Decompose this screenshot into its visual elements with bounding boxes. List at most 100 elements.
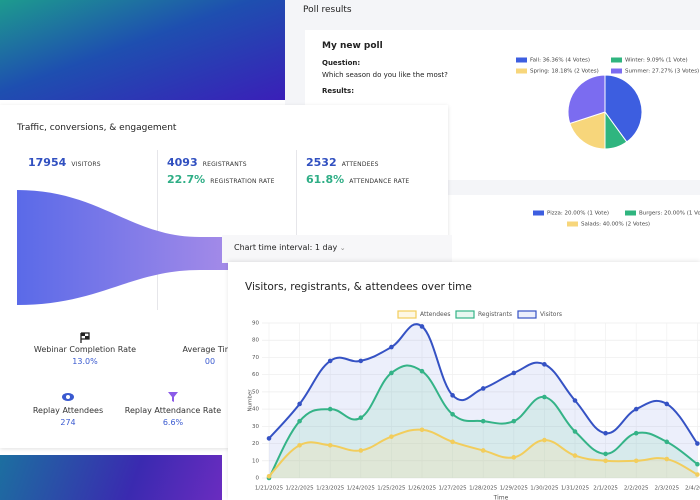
- legend-swatch: [516, 57, 527, 63]
- x-tick-label: 1/28/2025: [469, 486, 498, 492]
- question: Which season do you like the most?: [322, 71, 448, 79]
- x-tick-label: 1/24/2025: [347, 486, 376, 492]
- data-point: [542, 394, 547, 400]
- interval-bar: Chart time interval: 1 day ⌄: [222, 235, 452, 263]
- data-point: [327, 358, 333, 364]
- background-gradient: [0, 0, 285, 100]
- x-tick-label: 2/4/2025: [685, 486, 700, 492]
- legend-label: Fall: 36.36% (4 Votes): [530, 58, 590, 64]
- data-point: [450, 439, 455, 445]
- y-tick-label: 70: [252, 355, 259, 361]
- x-tick-label: 1/29/2025: [500, 486, 529, 492]
- data-point: [511, 370, 517, 376]
- series-area: [269, 324, 698, 478]
- series-area: [269, 429, 698, 478]
- divider: [157, 150, 158, 310]
- stat-label: ATTENDEES: [341, 161, 379, 168]
- metric-label: Replay Attendees: [32, 406, 104, 415]
- data-point: [419, 368, 425, 374]
- legend-label: Salads: 40.00% (2 Votes): [581, 222, 650, 228]
- x-tick-label: 1/31/2025: [561, 486, 590, 492]
- data-point: [603, 451, 608, 457]
- legend-swatch: [625, 210, 636, 216]
- y-tick-label: 30: [252, 424, 259, 430]
- legend-label: Registrants: [478, 311, 512, 318]
- legend-label: Visitors: [540, 311, 562, 318]
- flag-icon: [80, 332, 90, 343]
- x-tick-label: 2/1/2025: [593, 486, 618, 492]
- data-point: [266, 473, 272, 479]
- rate-label: ATTENDANCE RATE: [349, 178, 410, 185]
- stat-value: 17954: [28, 156, 67, 169]
- question-label: Question:: [322, 59, 361, 67]
- x-tick-label: 1/30/2025: [530, 486, 559, 492]
- data-point: [695, 441, 700, 446]
- data-point: [358, 448, 364, 453]
- metric-value: 00: [204, 357, 216, 366]
- legend-label: Winter: 9.09% (1 Vote): [625, 58, 688, 64]
- data-point: [297, 418, 302, 424]
- x-tick-label: 1/23/2025: [316, 486, 345, 492]
- legend-label: Attendees: [420, 311, 451, 318]
- stat-value: 4093: [167, 156, 198, 169]
- panel-title: Traffic, conversions, & engagement: [17, 123, 177, 133]
- legend-label: Burgers: 20.00% (1 Vote): [639, 211, 700, 217]
- data-point: [572, 453, 578, 458]
- results-label: Results:: [322, 87, 354, 95]
- stat: 17954 VISITORS: [28, 151, 101, 170]
- legend-swatch: [567, 221, 578, 227]
- data-point: [633, 406, 639, 412]
- chart-panel: Visitors, registrants, & attendees over …: [228, 262, 700, 500]
- legend-swatch: [533, 210, 544, 216]
- metric-label: Webinar Completion Rate: [33, 345, 137, 354]
- poll-title: My new poll: [322, 41, 383, 51]
- rate: 22.7% REGISTRATION RATE: [167, 168, 275, 187]
- panel-title: Poll results: [303, 5, 352, 15]
- legend-label: Summer: 27.27% (3 Votes): [625, 69, 699, 75]
- metric-value: 6.6%: [162, 418, 184, 427]
- rate-value: 61.8%: [306, 173, 345, 186]
- data-point: [572, 398, 578, 403]
- data-point: [603, 458, 608, 464]
- stat: 2532 ATTENDEES: [306, 151, 379, 170]
- legend-swatch: [611, 68, 622, 74]
- data-point: [450, 393, 455, 398]
- data-point: [695, 472, 700, 477]
- stat-label: REGISTRANTS: [202, 161, 247, 168]
- x-axis-title: Time: [493, 495, 509, 500]
- data-point: [664, 456, 670, 462]
- data-point: [542, 362, 547, 367]
- data-point: [450, 411, 455, 417]
- data-point: [389, 344, 394, 350]
- interval-select[interactable]: Chart time interval: 1 day ⌄: [234, 243, 346, 252]
- chevron: ⌄: [339, 244, 346, 252]
- x-tick-label: 2/3/2025: [654, 486, 679, 492]
- poll-chart: Fall: 36.36% (4 Votes) Winter: 9.09% (1 V…: [516, 57, 699, 150]
- data-point: [572, 429, 578, 434]
- y-axis-title: Number: [248, 389, 254, 412]
- x-tick-label: 1/21/2025: [255, 486, 284, 492]
- x-tick-label: 1/27/2025: [438, 486, 467, 492]
- legend-label: Spring: 18.18% (2 Votes): [530, 69, 599, 75]
- poll-legend: Pizza: 20.00% (1 Vote) Burgers: 20.00% (1…: [533, 210, 700, 228]
- metric-label: Replay Attendance Rate: [124, 406, 222, 415]
- data-point: [297, 442, 302, 448]
- legend-label: Pizza: 20.00% (1 Vote): [547, 211, 609, 217]
- stat-label: VISITORS: [71, 161, 101, 168]
- rate-label: REGISTRATION RATE: [210, 178, 275, 185]
- y-tick-label: 90: [252, 321, 259, 327]
- legend-swatch: [611, 57, 622, 63]
- y-tick-label: 20: [252, 441, 259, 447]
- legend-swatch: [397, 310, 417, 319]
- legend-swatch: [516, 68, 527, 74]
- data-point: [480, 448, 486, 453]
- data-point: [389, 434, 394, 439]
- data-point: [327, 442, 333, 448]
- pie-slice: [567, 74, 606, 125]
- data-point: [542, 437, 547, 443]
- rate-value: 22.7%: [167, 173, 206, 186]
- stat-value: 2532: [306, 156, 337, 169]
- rate: 61.8% ATTENDANCE RATE: [306, 168, 409, 187]
- data-point: [358, 358, 364, 364]
- data-point: [695, 461, 700, 467]
